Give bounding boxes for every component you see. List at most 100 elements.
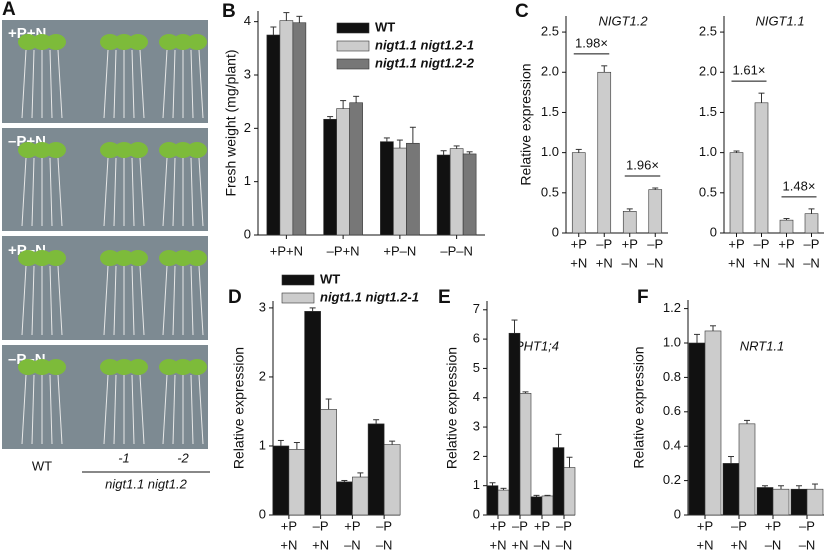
root <box>198 49 204 119</box>
leaf <box>18 359 38 375</box>
root <box>162 265 168 336</box>
y-tick-label: 0 <box>244 226 251 241</box>
bar <box>519 393 532 516</box>
legend-label: nigt1.1 nigt1.2-1 <box>320 289 419 304</box>
bar <box>486 485 499 516</box>
leaf <box>128 250 148 266</box>
x-tick-label: +P+N <box>270 243 303 258</box>
x-tick-label: –N <box>534 537 551 552</box>
bar <box>790 488 808 516</box>
y-tick-label: 2.5 <box>541 24 559 39</box>
root <box>31 265 35 336</box>
root <box>113 157 117 227</box>
bar <box>688 342 706 516</box>
x-tick-label: +P <box>281 518 297 533</box>
leaf <box>128 359 148 375</box>
y-axis-label: Relative expression <box>518 63 534 185</box>
bar <box>367 423 385 516</box>
x-tick-label: –N <box>344 537 361 552</box>
chart-title: NIGT1.2 <box>598 13 648 28</box>
leaf <box>187 250 207 266</box>
x-tick-label: +P <box>765 518 781 533</box>
y-tick-label: 0.5 <box>541 184 559 199</box>
y-tick-label: 4 <box>244 13 251 28</box>
y-tick-label: 2.5 <box>699 24 717 39</box>
root <box>139 265 145 336</box>
bar <box>406 142 420 236</box>
leaf <box>46 359 66 375</box>
y-tick-label: 2.0 <box>541 64 559 79</box>
leaf <box>114 250 134 266</box>
x-tick-label: +P <box>534 518 550 533</box>
y-tick-label: 0.5 <box>699 184 717 199</box>
x-tick-label: –N <box>647 255 664 270</box>
bar <box>597 71 612 234</box>
y-tick-label: 5 <box>473 360 480 375</box>
leaf <box>100 142 120 158</box>
bar <box>806 488 824 516</box>
genotype-label: nigt1.1 nigt1.2 <box>105 476 187 491</box>
y-tick-label: 6 <box>473 331 480 346</box>
chart-title: PHT1;4 <box>515 338 559 353</box>
y-tick-label: 1.5 <box>699 104 717 119</box>
y-tick-label: 0 <box>674 506 681 521</box>
y-tick-label: 0.4 <box>663 438 681 453</box>
root <box>172 265 176 336</box>
root <box>190 265 194 336</box>
y-axis-label: Relative expression <box>444 347 460 469</box>
y-tick-label: 2 <box>244 120 251 135</box>
leaf <box>32 359 52 375</box>
y-tick-label: 1 <box>473 477 480 492</box>
leaf <box>187 359 207 375</box>
root <box>103 49 109 119</box>
root <box>139 49 145 119</box>
bar <box>530 496 543 516</box>
root <box>162 374 168 445</box>
x-tick-label: +N <box>731 537 748 552</box>
root <box>162 49 168 119</box>
x-tick-label: +P <box>571 236 587 251</box>
leaf <box>100 34 120 50</box>
legend-swatch <box>281 292 315 304</box>
leaf <box>114 34 134 50</box>
panel-letter: B <box>222 1 236 22</box>
root <box>131 265 135 336</box>
y-tick-label: 1.5 <box>541 104 559 119</box>
leaf <box>173 34 193 50</box>
root <box>190 374 194 445</box>
leaf <box>32 250 52 266</box>
x-tick-label: +N <box>753 255 770 270</box>
leaf <box>187 142 207 158</box>
root <box>21 374 27 445</box>
bar <box>349 102 363 236</box>
y-tick-label: 1.0 <box>699 144 717 159</box>
x-tick-label: +P <box>778 236 794 251</box>
leaf <box>173 359 193 375</box>
x-tick-label: –N <box>778 255 795 270</box>
bar <box>804 213 819 234</box>
root <box>21 157 27 227</box>
y-tick-label: 0 <box>710 224 717 239</box>
root <box>21 49 27 119</box>
y-axis-label: Relative expression <box>631 346 647 468</box>
y-tick-label: 0.8 <box>663 369 681 384</box>
y-tick-label: 1 <box>244 173 251 188</box>
leaf <box>173 250 193 266</box>
x-tick-label: +P <box>622 236 638 251</box>
x-tick-label: +N <box>596 255 613 270</box>
y-tick-label: 7 <box>473 301 480 316</box>
x-tick-label: +P <box>344 518 360 533</box>
x-tick-label: –N <box>799 537 816 552</box>
y-axis-label: Fresh weight (mg/plant) <box>223 49 239 196</box>
root <box>131 49 135 119</box>
x-tick-label: +N <box>728 255 745 270</box>
bar <box>756 487 774 516</box>
root <box>113 49 117 119</box>
chart-title: NRT1.1 <box>740 338 785 353</box>
x-tick-label: –P–N <box>440 243 473 258</box>
leaf <box>32 34 52 50</box>
x-tick-label: +N <box>280 537 297 552</box>
y-tick-label: 3 <box>473 418 480 433</box>
y-axis-label: Relative expression <box>231 347 247 469</box>
root <box>190 157 194 227</box>
